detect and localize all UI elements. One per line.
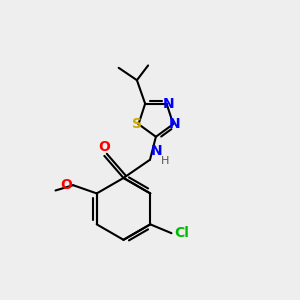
Text: N: N: [169, 117, 181, 131]
Text: S: S: [132, 117, 142, 131]
Text: H: H: [161, 156, 170, 166]
Text: N: N: [151, 144, 162, 158]
Text: O: O: [60, 178, 72, 192]
Text: Cl: Cl: [174, 226, 189, 240]
Text: N: N: [162, 97, 174, 111]
Text: O: O: [98, 140, 110, 154]
